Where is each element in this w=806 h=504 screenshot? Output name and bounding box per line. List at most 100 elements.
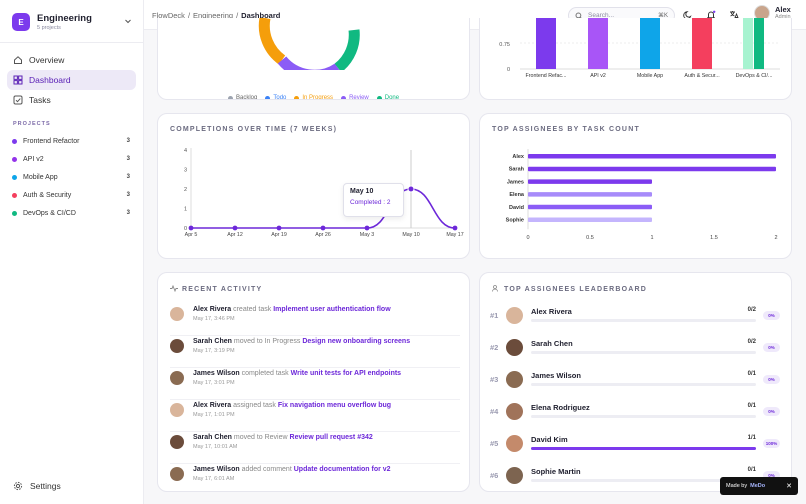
legend-item[interactable]: Review bbox=[341, 95, 369, 99]
close-icon[interactable]: ✕ bbox=[786, 483, 792, 490]
made-by-label: Made by bbox=[726, 483, 748, 489]
data-point[interactable] bbox=[232, 225, 238, 231]
progress-track bbox=[531, 447, 756, 450]
assignee-bar[interactable] bbox=[528, 154, 776, 159]
progress-track bbox=[531, 383, 756, 386]
legend-item[interactable]: In Progress bbox=[294, 95, 334, 100]
x-tick-label: Auth & Secur... bbox=[684, 73, 719, 79]
activity-user: Sarah Chen bbox=[193, 338, 232, 345]
y-tick-label: James bbox=[507, 179, 524, 185]
activity-item[interactable]: James Wilson completed task Write unit t… bbox=[170, 369, 460, 400]
project-bar-secondary[interactable] bbox=[743, 18, 753, 69]
avatar bbox=[170, 467, 184, 481]
leaderboard-row[interactable]: #5 David Kim 1/1 100% bbox=[490, 427, 780, 459]
activity-task-link[interactable]: Write unit tests for API endpoints bbox=[290, 370, 402, 377]
assignee-bar[interactable] bbox=[528, 217, 652, 223]
made-by-badge[interactable]: Made by MeDo ✕ bbox=[720, 477, 798, 495]
x-tick-label: May 3 bbox=[360, 232, 374, 238]
search-input[interactable]: Search... bbox=[588, 12, 615, 19]
progress-track bbox=[531, 319, 756, 322]
tasks-by-project-card: 0.75 0 Frontend Refac... API v2 Mobile App Au… bbox=[479, 18, 792, 100]
activity-task-link[interactable]: Design new onboarding screens bbox=[302, 338, 411, 345]
nav-item-dashboard[interactable]: Dashboard bbox=[7, 70, 136, 90]
leaderboard-row[interactable]: #2 Sarah Chen 0/2 0% bbox=[490, 331, 780, 363]
project-item[interactable]: Frontend Refactor 3 bbox=[12, 132, 130, 150]
progress-track bbox=[531, 479, 756, 482]
activity-user: James Wilson bbox=[193, 466, 240, 473]
settings-link[interactable]: Settings bbox=[13, 481, 61, 491]
nav-item-label: Tasks bbox=[29, 95, 51, 105]
legend-label: In Progress bbox=[302, 95, 334, 100]
assignee-bar[interactable] bbox=[528, 179, 652, 184]
workspace-switcher[interactable]: E Engineering 5 projects bbox=[12, 10, 132, 34]
activity-task-link[interactable]: Review pull request #342 bbox=[289, 434, 373, 441]
data-point[interactable] bbox=[276, 225, 282, 231]
activity-item[interactable]: James Wilson added comment Update docume… bbox=[170, 465, 460, 491]
activity-action: created task bbox=[233, 306, 272, 313]
project-item[interactable]: Mobile App 3 bbox=[12, 168, 130, 186]
project-bar[interactable] bbox=[692, 18, 712, 69]
legend-swatch bbox=[341, 95, 347, 99]
breadcrumb-item[interactable]: FlowDeck bbox=[152, 11, 185, 20]
data-point[interactable] bbox=[364, 225, 370, 231]
activity-title: RECENT ACTIVITY bbox=[182, 286, 263, 293]
assignee-bar[interactable] bbox=[528, 166, 776, 172]
bell-icon[interactable] bbox=[705, 9, 717, 21]
nav-item-tasks[interactable]: Tasks bbox=[7, 90, 136, 110]
activity-item[interactable]: Sarah Chen moved to Review Review pull r… bbox=[170, 433, 460, 464]
leaderboard-row[interactable]: #1 Alex Rivera 0/2 0% bbox=[490, 299, 780, 331]
main-nav: Overview Dashboard Tasks bbox=[7, 50, 136, 110]
activity-user: Sarah Chen bbox=[193, 434, 232, 441]
chevron-down-icon[interactable] bbox=[124, 17, 132, 27]
legend-swatch bbox=[294, 95, 300, 99]
donut-segment-done[interactable] bbox=[334, 29, 360, 70]
project-item[interactable]: Auth & Security 3 bbox=[12, 186, 130, 204]
activity-task-link[interactable]: Fix navigation menu overflow bug bbox=[277, 402, 392, 409]
breadcrumb-separator: / bbox=[187, 11, 191, 20]
progress-track bbox=[531, 415, 756, 418]
user-menu[interactable]: Alex Admin bbox=[754, 5, 791, 21]
activity-user: Alex Rivera bbox=[193, 306, 232, 313]
data-point[interactable] bbox=[320, 225, 326, 231]
completed-count: 1/1 bbox=[747, 435, 756, 441]
chart-tooltip: May 10 Completed : 2 bbox=[343, 183, 404, 217]
activity-item[interactable]: Sarah Chen moved to In Progress Design n… bbox=[170, 337, 460, 368]
legend-item[interactable]: Done bbox=[376, 95, 399, 99]
data-point[interactable] bbox=[407, 185, 415, 193]
activity-task-link[interactable]: Update documentation for v2 bbox=[293, 466, 391, 473]
activity-item[interactable]: Alex Rivera assigned task Fix navigation… bbox=[170, 401, 460, 432]
x-tick-label: Apr 12 bbox=[227, 232, 243, 238]
activity-icon bbox=[170, 284, 178, 294]
activity-task-link[interactable]: Implement user authentication flow bbox=[273, 306, 391, 313]
breadcrumb-item[interactable]: Engineering bbox=[193, 11, 234, 20]
data-point[interactable] bbox=[188, 225, 194, 231]
assignee-bar[interactable] bbox=[528, 204, 652, 210]
y-tick-label: Sophie bbox=[506, 218, 524, 224]
leaderboard-row[interactable]: #6 Sophie Martin 0/1 0% bbox=[490, 459, 780, 491]
completed-count: 0/1 bbox=[747, 403, 756, 409]
project-item[interactable]: DevOps & CI/CD 3 bbox=[12, 204, 130, 222]
project-bar[interactable] bbox=[640, 18, 660, 69]
data-point[interactable] bbox=[452, 225, 458, 231]
project-bar[interactable] bbox=[754, 18, 764, 69]
project-bar[interactable] bbox=[536, 18, 556, 69]
activity-item[interactable]: Alex Rivera created task Implement user … bbox=[170, 305, 460, 336]
project-item[interactable]: API v2 3 bbox=[12, 150, 130, 168]
donut-segment-in-progress[interactable] bbox=[258, 18, 286, 65]
tooltip-date: May 10 bbox=[350, 188, 374, 195]
x-tick-label: 0 bbox=[526, 235, 529, 241]
progress-fill bbox=[531, 447, 756, 450]
progress-track bbox=[531, 351, 756, 354]
leaderboard-row[interactable]: #4 Elena Rodriguez 0/1 0% bbox=[490, 395, 780, 427]
avatar bbox=[170, 307, 184, 321]
assignee-bar[interactable] bbox=[528, 192, 652, 197]
activity-time: May 17, 3:46 PM bbox=[193, 316, 235, 322]
breadcrumb-current: Dashboard bbox=[241, 11, 281, 20]
nav-item-overview[interactable]: Overview bbox=[7, 50, 136, 70]
project-bar[interactable] bbox=[588, 18, 608, 69]
legend-item[interactable]: Backlog bbox=[228, 95, 257, 99]
donut-segment-review[interactable] bbox=[277, 56, 340, 70]
legend-item[interactable]: Todo bbox=[265, 95, 286, 99]
translate-icon[interactable] bbox=[728, 9, 740, 21]
leaderboard-row[interactable]: #3 James Wilson 0/1 0% bbox=[490, 363, 780, 395]
